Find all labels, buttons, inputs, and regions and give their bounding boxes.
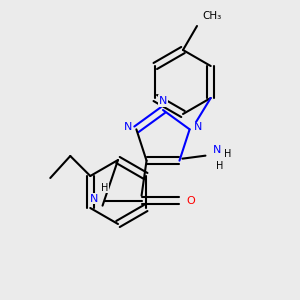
Text: CH₃: CH₃: [202, 11, 221, 21]
Text: O: O: [186, 196, 195, 206]
Text: N: N: [159, 96, 167, 106]
Text: H: H: [224, 149, 231, 159]
Text: N: N: [90, 194, 99, 204]
Text: N: N: [213, 145, 222, 155]
Text: H: H: [101, 183, 108, 193]
Text: N: N: [124, 122, 133, 132]
Text: H: H: [216, 161, 223, 171]
Text: N: N: [194, 122, 202, 132]
